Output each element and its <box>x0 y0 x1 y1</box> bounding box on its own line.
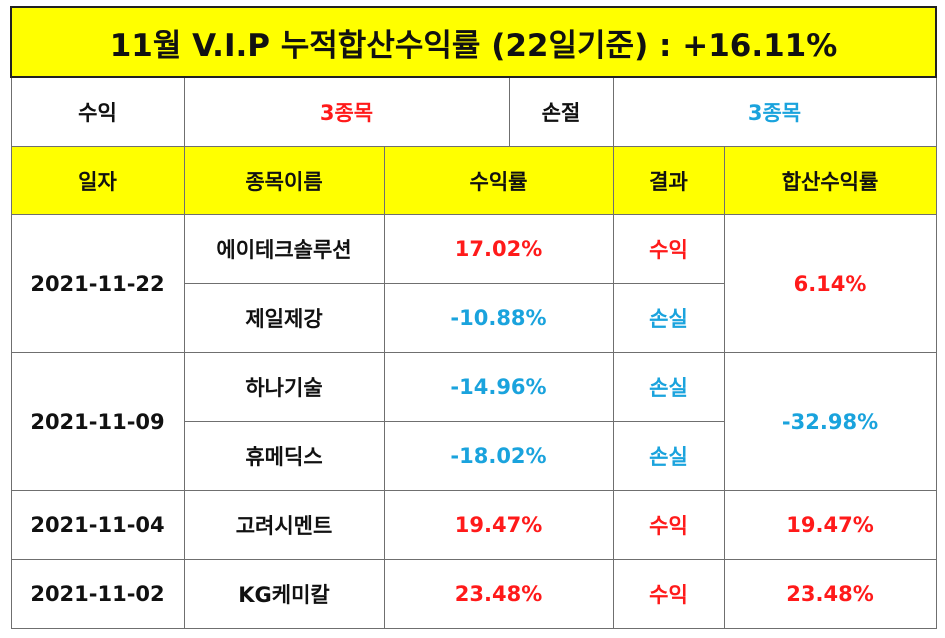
return-rate-cell: -18.02% <box>383 421 614 491</box>
combined-rate-cell: 6.14% <box>723 214 937 353</box>
result-cell: 수익 <box>612 559 725 629</box>
header-combined-rate: 합산수익률 <box>723 146 937 215</box>
date-cell: 2021-11-22 <box>10 214 185 353</box>
page-title: 11월 V.I.P 누적합산수익률 (22일기준) : +16.11% <box>9 6 938 78</box>
result-cell: 손실 <box>612 283 725 353</box>
returns-table: 11월 V.I.P 누적합산수익률 (22일기준) : +16.11% 수익 3… <box>9 6 938 629</box>
header-date: 일자 <box>10 146 185 215</box>
return-rate-cell: 19.47% <box>383 490 614 560</box>
result-cell: 손실 <box>612 421 725 491</box>
title-row: 11월 V.I.P 누적합산수익률 (22일기준) : +16.11% <box>9 6 938 78</box>
returns-report: 11월 V.I.P 누적합산수익률 (22일기준) : +16.11% 수익 3… <box>9 6 938 629</box>
date-cell: 2021-11-09 <box>10 352 185 491</box>
table-row: 2021-11-09 하나기술 -14.96% 손실 -32.98% <box>10 352 937 491</box>
profit-label: 수익 <box>10 76 185 147</box>
result-cell: 손실 <box>612 352 725 422</box>
result-cell: 수익 <box>612 214 725 284</box>
table-row: 제일제강 -10.88% 손실 <box>11 283 936 353</box>
header-stock-name: 종목이름 <box>183 146 385 215</box>
stock-name-cell: 에이테크솔루션 <box>183 214 385 284</box>
loss-label: 손절 <box>508 76 614 147</box>
result-cell: 수익 <box>612 490 725 560</box>
stock-name-cell: 휴메딕스 <box>183 421 385 491</box>
date-cell: 2021-11-02 <box>10 559 185 629</box>
return-rate-cell: 23.48% <box>383 559 614 629</box>
stock-name-cell: 하나기술 <box>183 352 385 422</box>
stock-name-cell: 고려시멘트 <box>183 490 385 560</box>
table-row: 2021-11-22 에이테크솔루션 17.02% 수익 6.14% <box>10 214 937 353</box>
loss-count: 3종목 <box>612 76 937 147</box>
table-row: 2021-11-04 고려시멘트 19.47% 수익 19.47% <box>10 490 937 560</box>
return-rate-cell: -14.96% <box>383 352 614 422</box>
combined-rate-cell: 23.48% <box>723 559 937 629</box>
combined-rate-cell: -32.98% <box>723 352 937 491</box>
stock-name-cell: KG케미칼 <box>183 559 385 629</box>
header-result: 결과 <box>612 146 725 215</box>
return-rate-cell: -10.88% <box>383 283 614 353</box>
return-rate-cell: 17.02% <box>383 214 614 284</box>
combined-rate-cell: 19.47% <box>723 490 937 560</box>
table-row: 2021-11-02 KG케미칼 23.48% 수익 23.48% <box>10 559 937 629</box>
stock-name-cell: 제일제강 <box>183 283 385 353</box>
date-cell: 2021-11-04 <box>10 490 185 560</box>
profit-count: 3종목 <box>183 76 510 147</box>
header-return-rate: 수익률 <box>383 146 614 215</box>
header-row: 일자 종목이름 수익률 결과 합산수익률 <box>10 146 937 215</box>
summary-row: 수익 3종목 손절 3종목 <box>10 76 937 147</box>
